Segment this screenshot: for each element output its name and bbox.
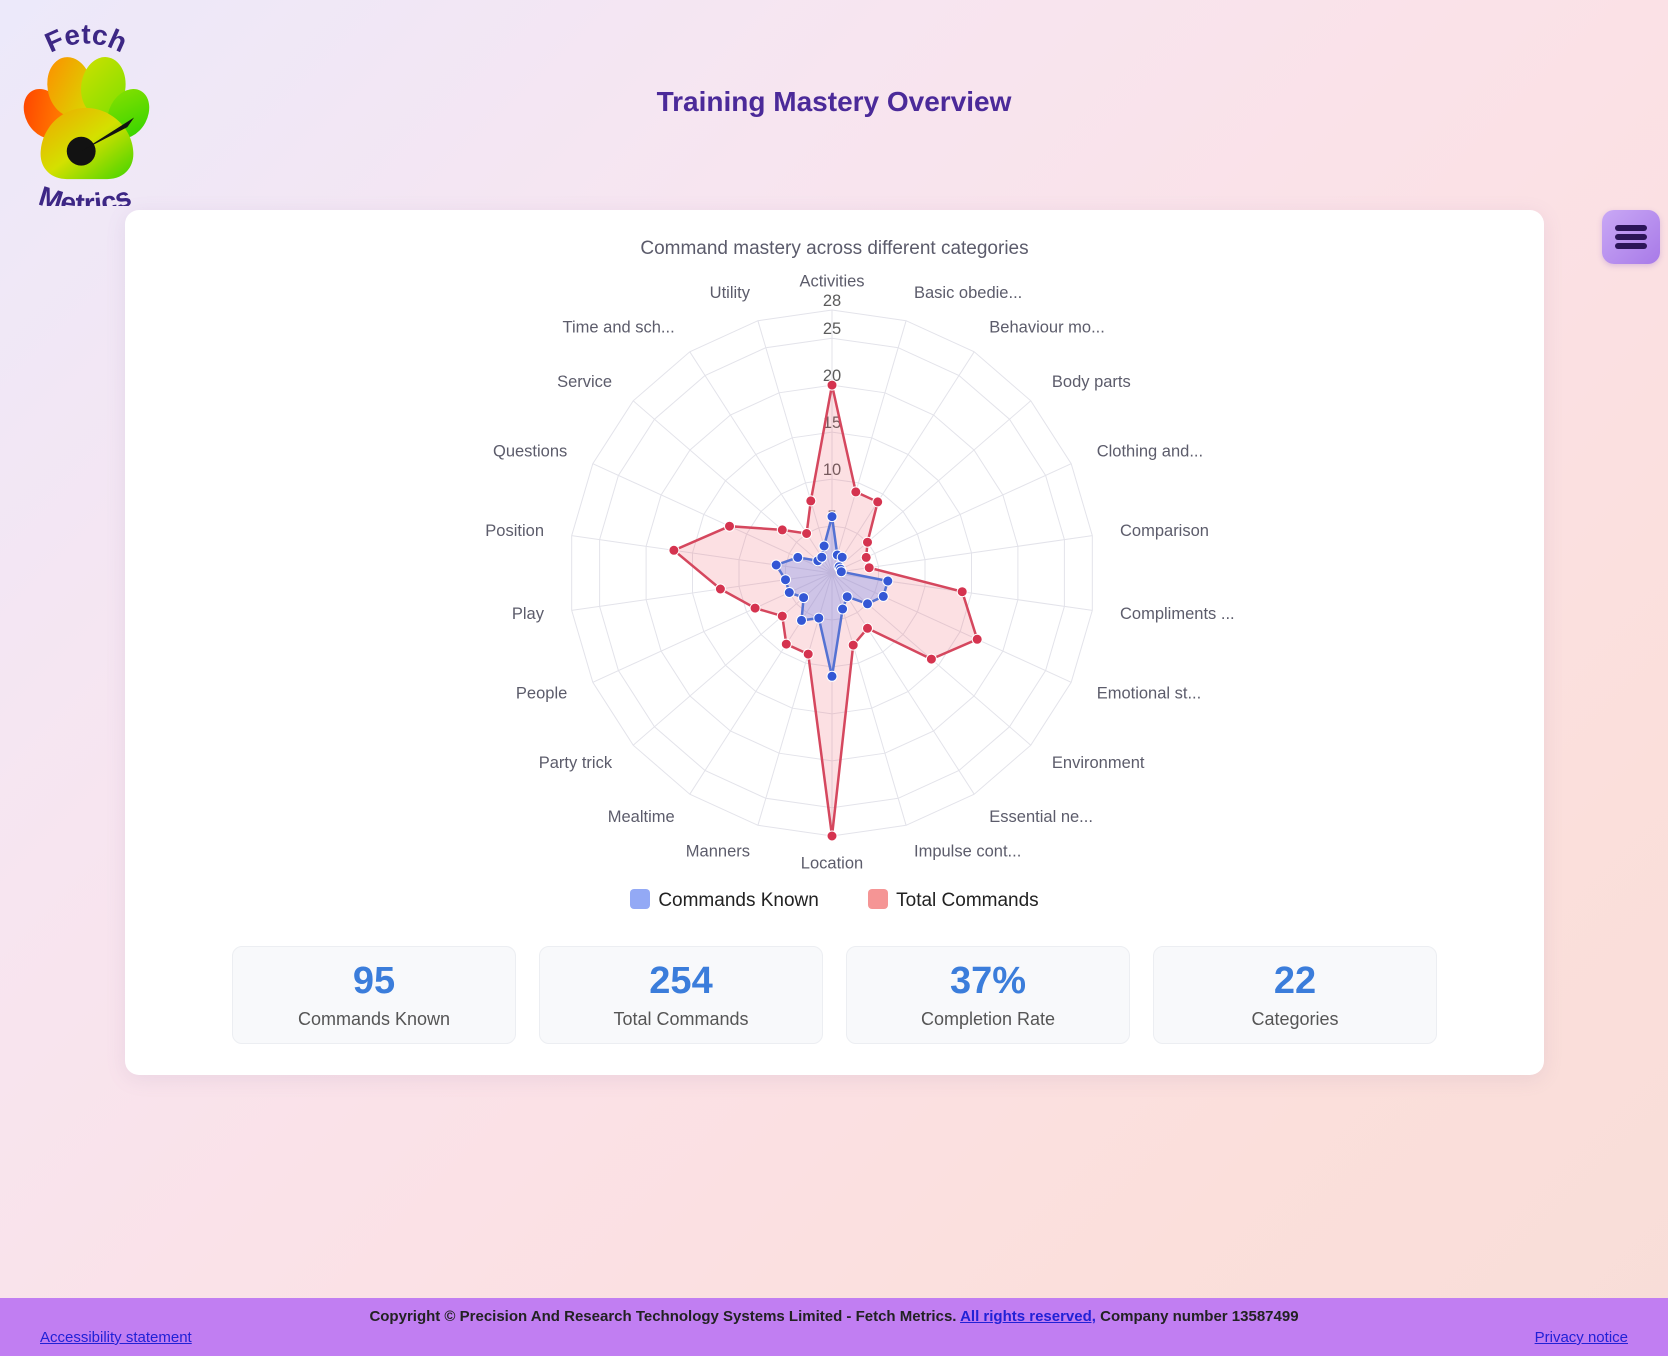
- svg-text:28: 28: [823, 292, 841, 310]
- svg-text:People: People: [516, 684, 567, 702]
- svg-text:Fetch: Fetch: [40, 18, 132, 58]
- svg-text:25: 25: [823, 320, 841, 338]
- svg-text:Environment: Environment: [1052, 754, 1145, 772]
- svg-text:Basic obedie...: Basic obedie...: [914, 284, 1022, 302]
- svg-text:Questions: Questions: [493, 442, 567, 460]
- svg-text:Mealtime: Mealtime: [608, 808, 675, 826]
- svg-text:Body parts: Body parts: [1052, 373, 1131, 391]
- svg-text:Essential ne...: Essential ne...: [989, 808, 1093, 826]
- svg-text:Play: Play: [512, 605, 545, 623]
- svg-text:Position: Position: [485, 522, 544, 540]
- svg-text:Behaviour mo...: Behaviour mo...: [989, 319, 1105, 337]
- svg-text:Impulse cont...: Impulse cont...: [914, 843, 1021, 861]
- svg-text:Party trick: Party trick: [539, 754, 613, 772]
- svg-text:Manners: Manners: [686, 843, 750, 861]
- svg-text:Comparison: Comparison: [1120, 522, 1209, 540]
- svg-text:Clothing and...: Clothing and...: [1097, 442, 1203, 460]
- svg-text:Compliments ...: Compliments ...: [1120, 605, 1235, 623]
- svg-text:Service: Service: [557, 373, 612, 391]
- svg-text:Location: Location: [801, 854, 863, 872]
- svg-text:Time and sch...: Time and sch...: [563, 319, 675, 337]
- svg-text:Activities: Activities: [799, 272, 864, 290]
- svg-text:Utility: Utility: [710, 284, 751, 302]
- svg-text:Metrics: Metrics: [35, 180, 134, 206]
- svg-text:Emotional st...: Emotional st...: [1097, 684, 1202, 702]
